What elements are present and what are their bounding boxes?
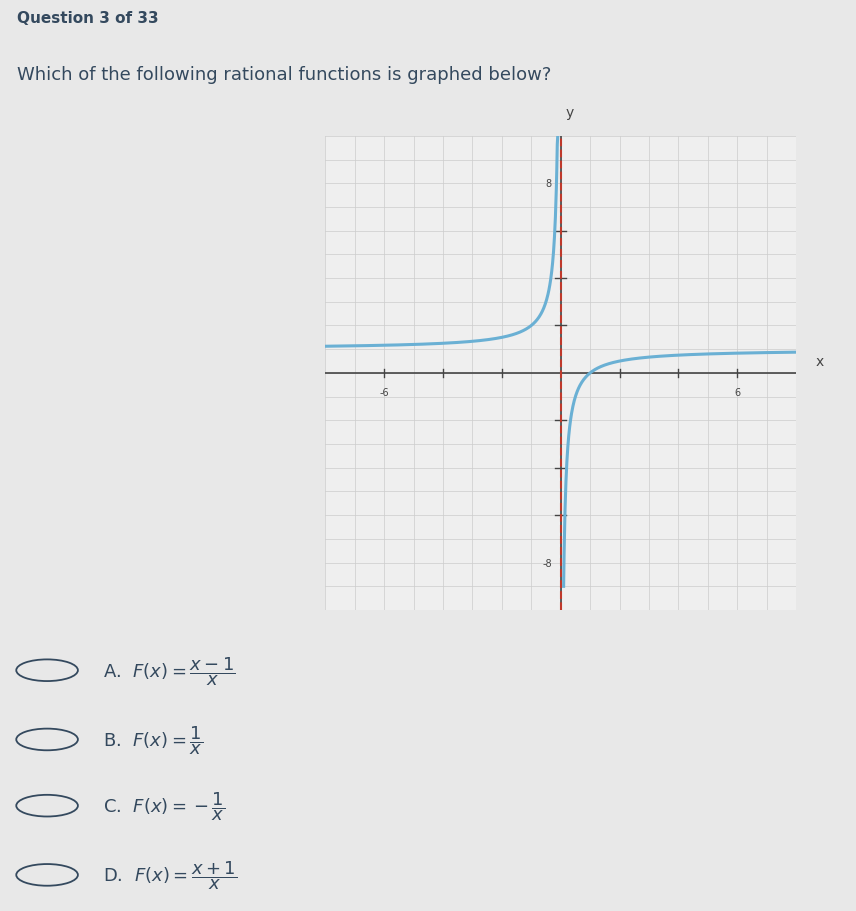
Text: A.  $F(x)=\dfrac{x-1}{x}$: A. $F(x)=\dfrac{x-1}{x}$ [103, 654, 235, 687]
Text: y: y [565, 106, 574, 120]
Text: 6: 6 [734, 388, 740, 398]
Text: Which of the following rational functions is graphed below?: Which of the following rational function… [17, 66, 551, 84]
Text: C.  $F(x)=-\dfrac{1}{x}$: C. $F(x)=-\dfrac{1}{x}$ [103, 790, 225, 822]
Text: B.  $F(x)=\dfrac{1}{x}$: B. $F(x)=\dfrac{1}{x}$ [103, 723, 203, 756]
Text: D.  $F(x)=\dfrac{x+1}{x}$: D. $F(x)=\dfrac{x+1}{x}$ [103, 859, 237, 891]
Text: Question 3 of 33: Question 3 of 33 [17, 11, 158, 26]
Text: x: x [816, 354, 823, 369]
Text: -6: -6 [379, 388, 389, 398]
Text: -8: -8 [542, 558, 552, 568]
Text: 8: 8 [546, 179, 552, 189]
